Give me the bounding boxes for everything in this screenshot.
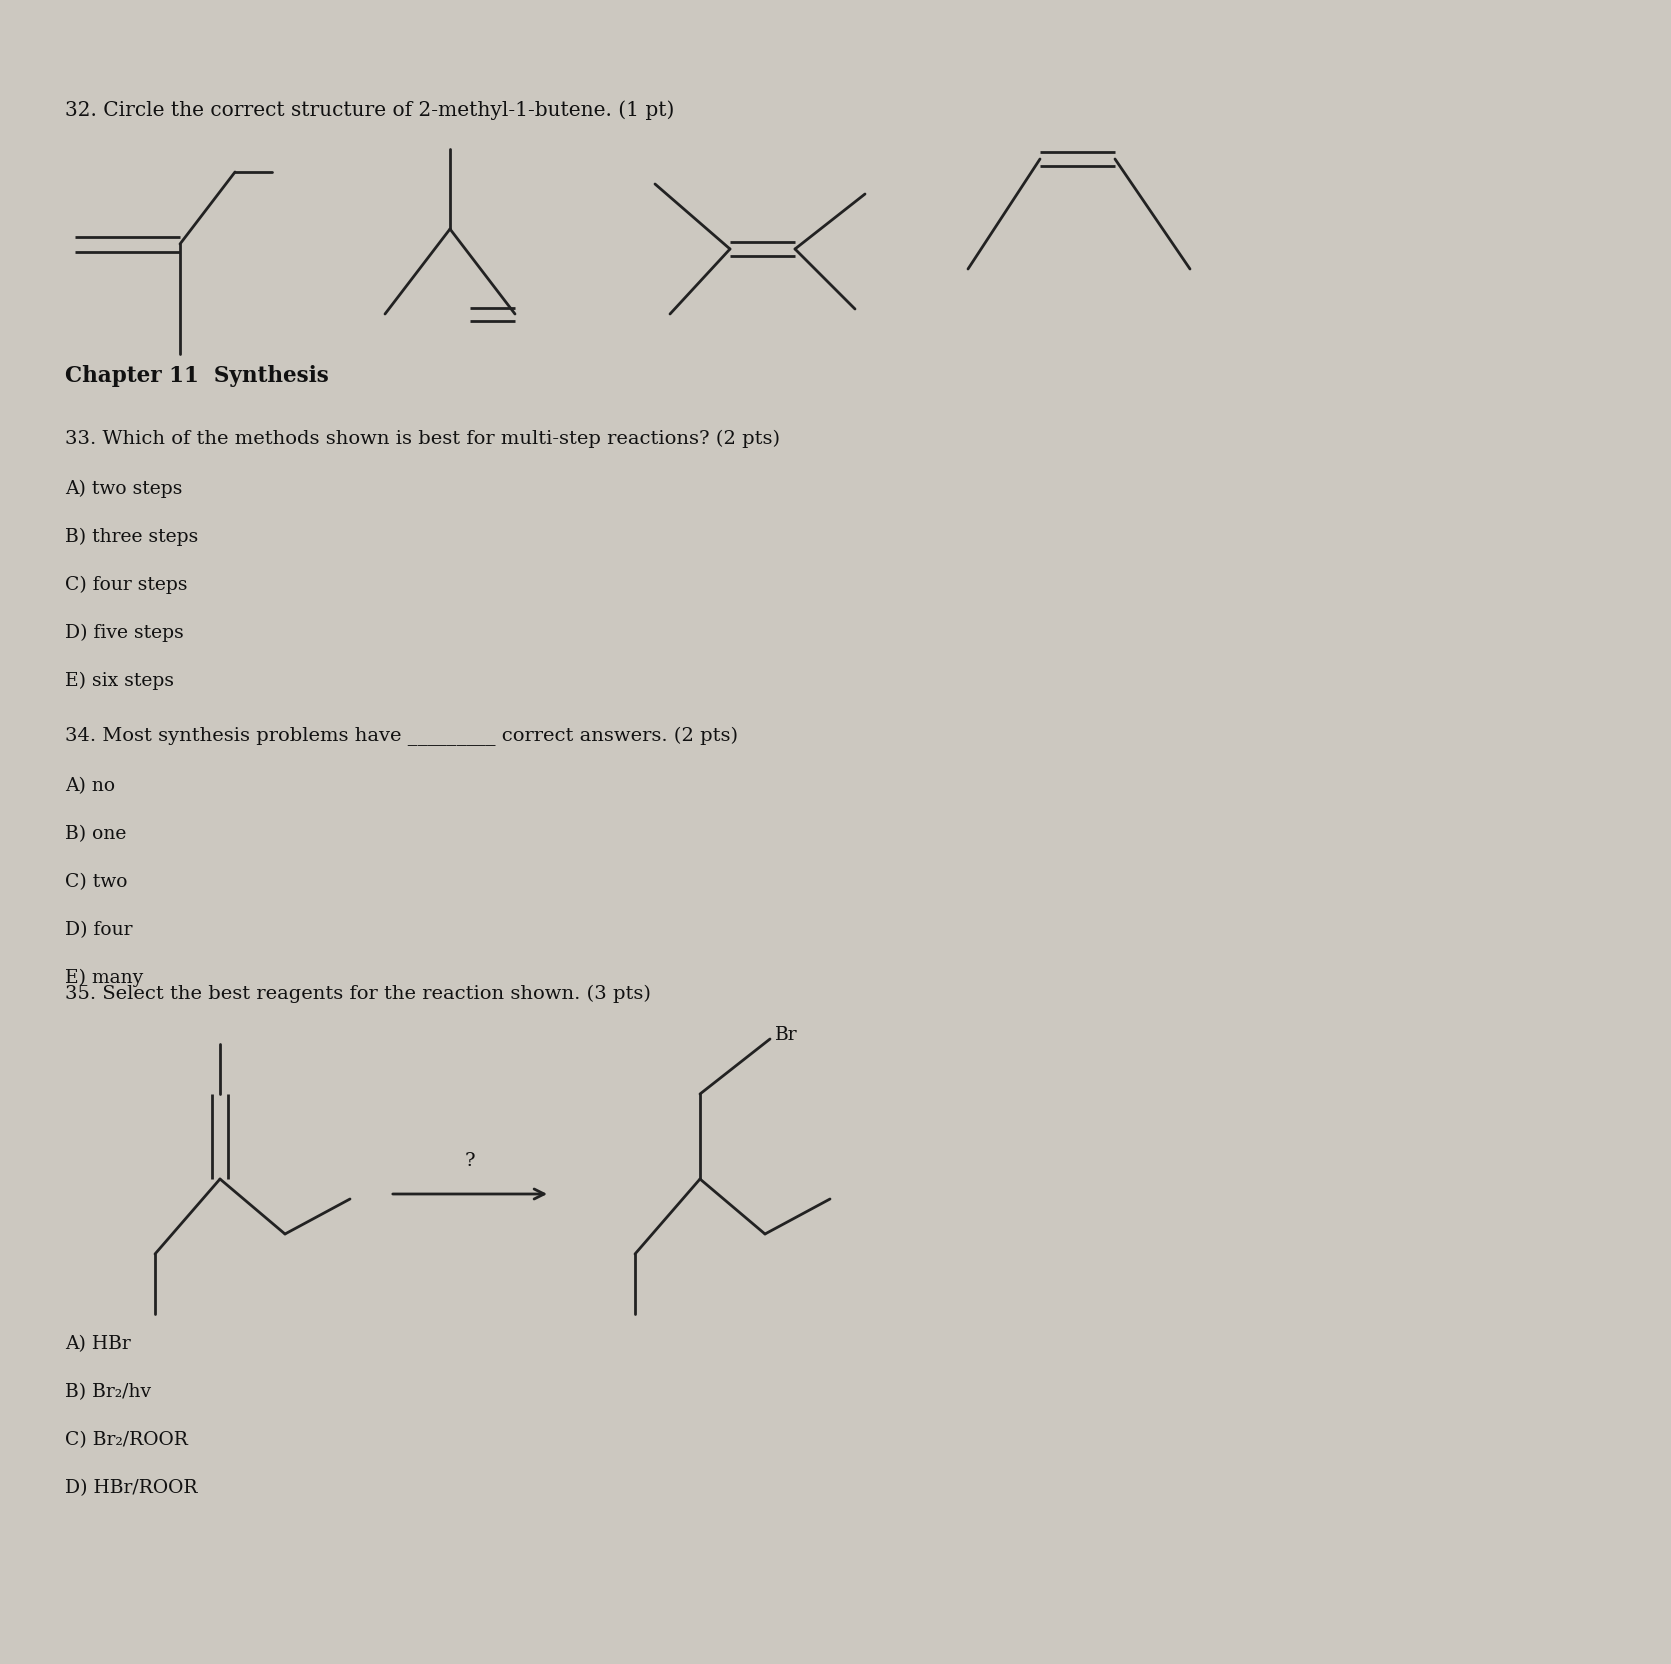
Text: B) three steps: B) three steps xyxy=(65,527,199,546)
Text: C) four steps: C) four steps xyxy=(65,576,187,594)
Text: B) Br₂/hv: B) Br₂/hv xyxy=(65,1383,150,1399)
Text: D) HBr/ROOR: D) HBr/ROOR xyxy=(65,1478,197,1496)
Text: B) one: B) one xyxy=(65,824,127,842)
Text: A) no: A) no xyxy=(65,777,115,794)
Text: D) four: D) four xyxy=(65,920,132,938)
Text: Chapter 11  Synthesis: Chapter 11 Synthesis xyxy=(65,364,329,386)
Text: A) two steps: A) two steps xyxy=(65,479,182,498)
Text: C) two: C) two xyxy=(65,872,127,890)
Text: 33. Which of the methods shown is best for multi-step reactions? (2 pts): 33. Which of the methods shown is best f… xyxy=(65,429,780,448)
Text: ?: ? xyxy=(465,1151,475,1170)
Text: D) five steps: D) five steps xyxy=(65,624,184,642)
Text: 35. Select the best reagents for the reaction shown. (3 pts): 35. Select the best reagents for the rea… xyxy=(65,985,652,1003)
Text: 34. Most synthesis problems have _________ correct answers. (2 pts): 34. Most synthesis problems have _______… xyxy=(65,727,739,745)
Text: A) HBr: A) HBr xyxy=(65,1335,130,1353)
Text: Br: Br xyxy=(775,1025,797,1043)
Text: E) many: E) many xyxy=(65,968,144,987)
Text: E) six steps: E) six steps xyxy=(65,672,174,691)
Text: 32. Circle the correct structure of 2-methyl-1-butene. (1 pt): 32. Circle the correct structure of 2-me… xyxy=(65,100,675,120)
Text: C) Br₂/ROOR: C) Br₂/ROOR xyxy=(65,1429,187,1448)
